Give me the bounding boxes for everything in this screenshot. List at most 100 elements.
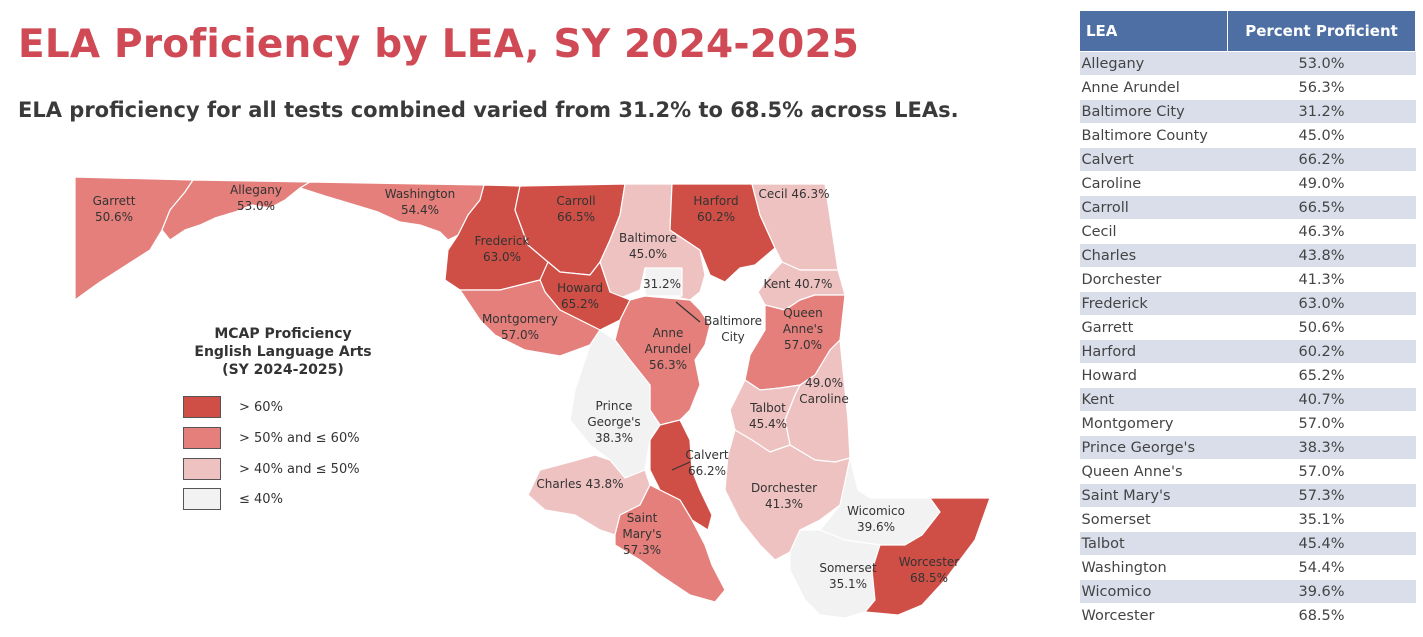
map-label-line: 57.3%: [623, 543, 661, 557]
map-label-line: 45.0%: [629, 247, 667, 261]
map-label-line: 63.0%: [483, 250, 521, 264]
percent-cell: 53.0%: [1227, 51, 1416, 76]
percent-cell: 45.4%: [1227, 531, 1416, 556]
map-label-line: George's: [587, 415, 640, 429]
lea-name-cell: Baltimore City: [1079, 99, 1228, 124]
percent-cell: 66.2%: [1227, 147, 1416, 172]
column-header-lea: LEA: [1078, 10, 1229, 52]
legend-swatch: [183, 458, 221, 480]
legend-item-gt40: > 40% and ≤ 50%: [183, 457, 360, 481]
map-label-cecil: Cecil 46.3%: [759, 187, 830, 201]
map-label-line: Anne: [653, 326, 684, 340]
percent-cell: 68.5%: [1227, 603, 1416, 628]
map-label-line: 57.0%: [784, 338, 822, 352]
map-label-washington: Washington 54.4%: [385, 187, 456, 217]
lea-name-cell: Allegany: [1079, 51, 1228, 76]
map-label-anne-arundel: Anne Arundel 56.3%: [645, 326, 692, 372]
map-label-line: Garrett: [93, 194, 136, 208]
percent-cell: 39.6%: [1227, 579, 1416, 604]
map-label-carroll: Carroll 66.5%: [556, 194, 595, 224]
lea-name-cell: Queen Anne's: [1079, 459, 1228, 484]
map-label-line: Washington: [385, 187, 456, 201]
lea-name-cell: Caroline: [1079, 171, 1228, 196]
county-dorchester[interactable]: [724, 429, 859, 561]
map-label-garrett: Garrett 50.6%: [93, 194, 136, 224]
table-row: Dorchester 41.3%: [1079, 267, 1416, 292]
map-label-line: 38.3%: [595, 431, 633, 445]
map-label-line: Baltimore: [619, 231, 677, 245]
map-label-line: Calvert: [685, 448, 728, 462]
lea-name-cell: Harford: [1079, 339, 1228, 364]
percent-cell: 63.0%: [1227, 291, 1416, 316]
map-label-line: Queen: [783, 306, 822, 320]
legend-item-le40: ≤ 40%: [183, 487, 283, 511]
legend-title-line: (SY 2024-2025): [222, 362, 344, 378]
lea-name-cell: Talbot: [1079, 531, 1228, 556]
map-label-line: Arundel: [645, 342, 692, 356]
lea-name-cell: Anne Arundel: [1079, 75, 1228, 100]
map-label-line: 65.2%: [561, 297, 599, 311]
table-row: Allegany 53.0%: [1079, 51, 1416, 76]
lea-name-cell: Baltimore County: [1079, 123, 1228, 148]
table-row: Garrett 50.6%: [1079, 315, 1416, 340]
lea-name-cell: Carroll: [1079, 195, 1228, 220]
map-label-line: Mary's: [622, 527, 661, 541]
map-label-line: Wicomico: [847, 504, 905, 518]
lea-name-cell: Calvert: [1079, 147, 1228, 172]
table-row: Kent 40.7%: [1079, 387, 1416, 412]
map-label-line: 53.0%: [237, 199, 275, 213]
legend-title-line: English Language Arts: [194, 344, 372, 360]
map-label-line: 31.2%: [643, 277, 681, 291]
table-row: Baltimore County 45.0%: [1079, 123, 1416, 148]
column-header-percent: Percent Proficient: [1227, 10, 1416, 52]
maryland-county-map: Garrett 50.6% Allegany 53.0% Washington 54.4%…: [74, 176, 991, 619]
map-label-howard: Howard 65.2%: [557, 281, 603, 311]
percent-cell: 41.3%: [1227, 267, 1416, 292]
lea-proficiency-table: LEA Percent Proficient Allegany 53.0% Anne…: [1078, 10, 1416, 628]
map-label-prince-georges: Prince George's 38.3%: [587, 399, 640, 445]
lea-name-cell: Somerset: [1079, 507, 1228, 532]
page-title: ELA Proficiency by LEA, SY 2024-2025: [18, 22, 860, 67]
table-row: Caroline 49.0%: [1079, 171, 1416, 196]
table-row: Anne Arundel 56.3%: [1079, 75, 1416, 100]
map-label-line: Charles 43.8%: [536, 477, 623, 491]
map-label-harford: Harford 60.2%: [693, 194, 738, 224]
percent-cell: 43.8%: [1227, 243, 1416, 268]
county-worcester[interactable]: [864, 497, 991, 616]
county-calvert[interactable]: [649, 419, 713, 531]
map-label-line: 66.5%: [557, 210, 595, 224]
map-label-worcester: Worcester 68.5%: [899, 555, 959, 585]
table-row: Montgomery 57.0%: [1079, 411, 1416, 436]
table-row: Baltimore City 31.2%: [1079, 99, 1416, 124]
county-labels: Garrett 50.6% Allegany 53.0% Washington 54.4%…: [93, 183, 960, 591]
map-label-line: Talbot: [749, 401, 786, 415]
map-label-line: 54.4%: [401, 203, 439, 217]
map-label-line: Saint: [627, 511, 658, 525]
legend-title-line: MCAP Proficiency: [214, 326, 352, 342]
percent-cell: 45.0%: [1227, 123, 1416, 148]
percent-cell: 31.2%: [1227, 99, 1416, 124]
percent-cell: 38.3%: [1227, 435, 1416, 460]
lea-name-cell: Frederick: [1079, 291, 1228, 316]
legend-label: > 50% and ≤ 60%: [239, 430, 360, 446]
table-row: Wicomico 39.6%: [1079, 579, 1416, 604]
map-label-calvert: Calvert 66.2%: [685, 448, 728, 478]
county-allegany[interactable]: [161, 179, 311, 241]
lea-name-cell: Howard: [1079, 363, 1228, 388]
county-baltimore-city[interactable]: [644, 267, 683, 297]
map-label-line: 68.5%: [910, 571, 948, 585]
map-label-line: Somerset: [819, 561, 877, 575]
percent-cell: 46.3%: [1227, 219, 1416, 244]
map-label-line: Kent 40.7%: [764, 277, 833, 291]
map-label-frederick: Frederick 63.0%: [475, 234, 530, 264]
county-talbot[interactable]: [729, 379, 801, 453]
map-label-line: 56.3%: [649, 358, 687, 372]
map-label-charles: Charles 43.8%: [536, 477, 623, 491]
map-legend: MCAP Proficiency English Language Arts (…: [168, 325, 398, 510]
map-label-line: 49.0%: [805, 376, 843, 390]
legend-label: > 60%: [239, 399, 283, 415]
map-label-baltimore: Baltimore 45.0%: [619, 231, 677, 261]
map-label-somerset: Somerset 35.1%: [819, 561, 877, 591]
table-row: Talbot 45.4%: [1079, 531, 1416, 556]
county-saint-marys[interactable]: [614, 484, 726, 603]
